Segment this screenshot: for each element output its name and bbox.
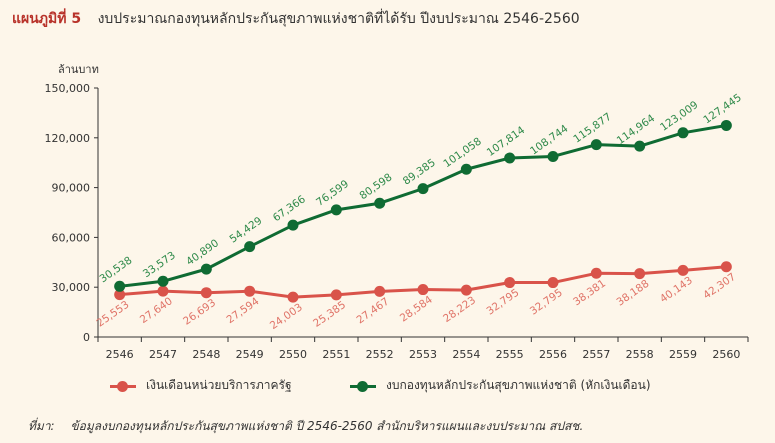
source-text: ข้อมูลงบกองทุนหลักประกันสุขภาพแห่งชาติ ป… [70,419,584,433]
source-label: ที่มา: [28,419,55,433]
y-tick-label: 60,000 [52,231,91,244]
fund-data-label: 123,009 [658,99,700,134]
x-tick-label: 2557 [582,348,610,361]
salary-point [547,277,559,289]
fund-point [634,140,646,152]
x-tick-label: 2548 [192,348,220,361]
fund-data-label: 30,538 [97,254,134,285]
y-tick-label: 120,000 [45,132,91,145]
salary-point [244,285,256,297]
fund-data-label: 33,573 [141,249,178,280]
legend-swatch-salary [110,380,136,392]
x-tick-label: 2554 [452,348,480,361]
salary-point [504,277,516,289]
fund-data-label: 80,598 [357,171,394,202]
salary-point [720,261,732,273]
fund-point [114,280,126,292]
salary-data-label: 28,223 [441,294,478,325]
salary-data-label: 32,795 [484,287,521,318]
y-axis-label: ล้านบาท [58,63,99,76]
fund-data-label: 107,814 [485,124,528,159]
x-tick-label: 2551 [322,348,350,361]
salary-point [287,291,299,303]
x-tick-label: 2549 [236,348,264,361]
x-tick-label: 2550 [279,348,307,361]
legend-label-salary: เงินเดือนหน่วยบริการภาครัฐ [146,378,292,392]
x-tick-label: 2553 [409,348,437,361]
fund-point [200,263,212,275]
fund-data-label: 127,445 [701,92,743,127]
legend-item-salary: เงินเดือนหน่วยบริการภาครัฐ [110,376,292,395]
fund-data-label: 115,877 [571,111,613,146]
salary-data-label: 27,594 [224,295,261,326]
x-tick-label: 2555 [496,348,524,361]
fund-point [244,241,256,253]
source-note: ที่มา: ข้อมูลงบกองทุนหลักประกันสุขภาพแห่… [28,417,768,436]
x-tick-label: 2556 [539,348,567,361]
fund-point [287,219,299,231]
salary-point [330,289,342,301]
x-tick-label: 2558 [626,348,654,361]
fund-point [547,150,559,162]
salary-data-label: 40,143 [658,274,695,305]
salary-data-label: 28,584 [398,293,435,324]
figure-title: งบประมาณกองทุนหลักประกันสุขภาพแห่งชาติที… [97,11,580,27]
x-tick-label: 2552 [366,348,394,361]
fund-data-label: 67,366 [271,193,308,224]
fund-series-line [119,123,727,288]
legend-label-fund: งบกองทุนหลักประกันสุขภาพแห่งชาติ (หักเงิ… [386,378,651,392]
fund-point [677,127,689,139]
x-tick-label: 2547 [149,348,177,361]
fund-point [417,183,429,195]
salary-data-label: 27,640 [138,295,175,326]
fund-point [374,197,386,209]
salary-point [114,289,126,301]
salary-point [460,284,472,296]
y-tick-label: 0 [83,331,90,344]
salary-data-label: 27,467 [354,295,391,326]
fund-point [504,152,516,164]
y-tick-label: 150,000 [45,82,91,95]
salary-data-label: 25,553 [94,299,131,330]
legend-swatch-fund [350,380,376,392]
legend: เงินเดือนหน่วยบริการภาครัฐ งบกองทุนหลักป… [110,376,750,396]
figure-label: แผนภูมิที่ 5 [12,11,82,27]
fund-point [330,204,342,216]
salary-point [590,267,602,279]
legend-item-fund: งบกองทุนหลักประกันสุขภาพแห่งชาติ (หักเงิ… [350,376,651,395]
y-tick-label: 30,000 [52,281,91,294]
salary-point [417,284,429,296]
x-tick-label: 2546 [106,348,134,361]
salary-data-label: 24,003 [268,301,305,332]
salary-point [677,264,689,276]
salary-data-label: 38,381 [571,277,608,308]
salary-data-label: 38,188 [614,278,651,309]
salary-point [200,287,212,299]
y-tick-label: 90,000 [52,182,91,195]
salary-point [374,285,386,297]
fund-point [157,275,169,287]
x-tick-label: 2560 [712,348,740,361]
salary-data-label: 26,693 [181,297,218,328]
fund-data-label: 76,599 [314,178,351,209]
salary-data-label: 32,795 [528,287,565,318]
salary-data-label: 42,307 [701,271,738,302]
salary-point [634,268,646,280]
salary-data-label: 25,385 [311,299,348,330]
fund-point [590,139,602,151]
figure-header: แผนภูมิที่ 5 งบประมาณกองทุนหลักประกันสุข… [12,8,767,30]
x-tick-label: 2559 [669,348,697,361]
fund-point [460,163,472,175]
salary-point [157,285,169,297]
fund-point [720,119,732,131]
